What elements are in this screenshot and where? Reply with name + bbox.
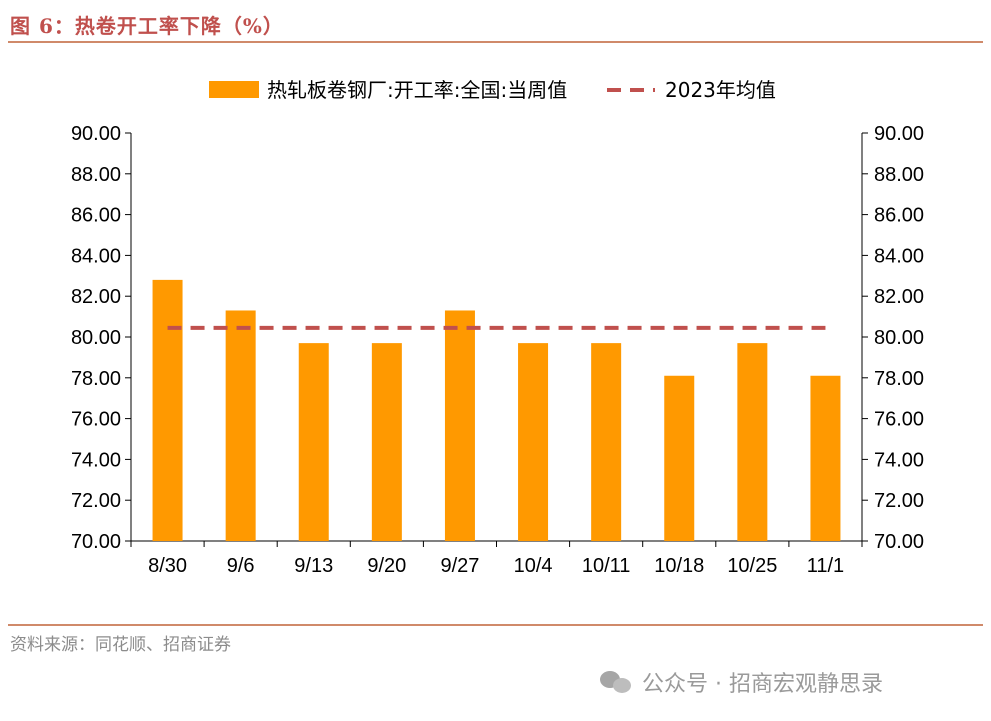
x-tick-label: 8/30: [148, 555, 187, 577]
x-tick-label: 10/25: [727, 555, 777, 577]
x-tick-label: 11/1: [807, 555, 844, 577]
bar: [371, 343, 402, 541]
right-y-tick-label: 84.00: [874, 245, 924, 267]
x-tick-label: 10/11: [582, 555, 631, 577]
bar: [737, 343, 768, 541]
source-note: 资料来源：同花顺、招商证券: [10, 635, 231, 655]
right-y-tick-label: 70.00: [874, 531, 924, 553]
bar: [591, 343, 622, 541]
watermark-text: 公众号 · 招商宏观静思录: [642, 672, 883, 697]
x-tick-label: 10/18: [654, 555, 704, 577]
legend-label-line: 2023年均值: [665, 78, 776, 102]
right-y-tick-labels: 70.00 72.00 74.00 76.00 78.00 80.00 82.00 84.00…: [874, 123, 924, 553]
left-y-tick-label: 72.00: [71, 490, 121, 512]
x-tick-label: 9/6: [227, 555, 255, 577]
left-y-tick-label: 74.00: [71, 449, 121, 471]
right-y-tick-label: 78.00: [874, 368, 924, 390]
x-tick-label: 9/20: [367, 555, 406, 577]
bar: [664, 375, 695, 541]
chart: 热轧板卷钢厂:开工率:全国:当周值 2023年均值 8/30 9/6 9/13 9/20…: [71, 78, 924, 577]
left-y-tick-label: 76.00: [71, 409, 121, 431]
bar: [298, 343, 329, 541]
right-y-tick-label: 76.00: [874, 409, 924, 431]
x-tick-labels: 8/30 9/6 9/13 9/20 9/27 10/4 10/11 10/18 10/25 11…: [148, 555, 844, 577]
left-y-tick-label: 86.00: [71, 205, 121, 227]
left-y-tick-label: 88.00: [71, 164, 121, 186]
right-y-tick-label: 82.00: [874, 286, 924, 308]
left-y-tick-label: 84.00: [71, 245, 121, 267]
bar-series: [152, 279, 841, 541]
right-y-tick-label: 72.00: [874, 490, 924, 512]
legend-label-bar: 热轧板卷钢厂:开工率:全国:当周值: [267, 78, 567, 102]
left-y-tick-label: 70.00: [71, 531, 121, 553]
bar: [444, 310, 475, 541]
bar: [152, 279, 183, 541]
bottom-divider: [8, 624, 983, 626]
figure-title: 图 6：热卷开工率下降（%）: [10, 14, 284, 38]
x-tick-label: 10/4: [514, 555, 553, 577]
bar: [518, 343, 549, 541]
top-divider: [8, 41, 983, 43]
left-y-tick-label: 80.00: [71, 327, 121, 349]
legend: 热轧板卷钢厂:开工率:全国:当周值 2023年均值: [209, 78, 776, 102]
left-y-tick-label: 82.00: [71, 286, 121, 308]
x-tick-label: 9/27: [440, 555, 479, 577]
right-y-tick-label: 86.00: [874, 205, 924, 227]
right-y-tick-label: 80.00: [874, 327, 924, 349]
bar: [225, 310, 256, 541]
bar: [810, 375, 841, 541]
right-y-tick-label: 88.00: [874, 164, 924, 186]
right-y-tick-label: 90.00: [874, 123, 924, 145]
legend-swatch-bar: [209, 81, 259, 98]
left-y-tick-label: 78.00: [71, 368, 121, 390]
x-tick-label: 9/13: [294, 555, 333, 577]
watermark: 公众号 · 招商宏观静思录: [600, 666, 883, 698]
left-y-tick-labels: 70.00 72.00 74.00 76.00 78.00 80.00 82.00 84.00…: [71, 123, 121, 553]
wechat-icon: [600, 669, 634, 695]
left-y-tick-label: 90.00: [71, 123, 121, 145]
right-y-tick-label: 74.00: [874, 449, 924, 471]
